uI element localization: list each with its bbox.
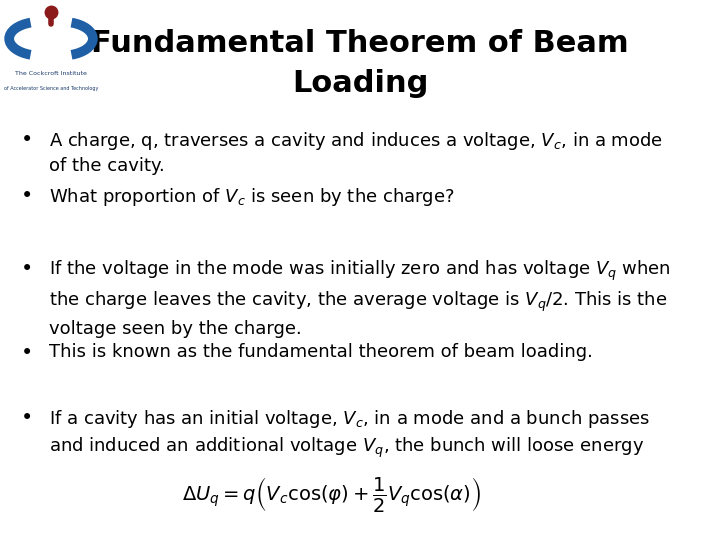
Text: •: • <box>21 186 34 206</box>
Text: •: • <box>21 408 34 428</box>
Text: A charge, q, traverses a cavity and induces a voltage, $V_c$, in a mode
of the c: A charge, q, traverses a cavity and indu… <box>49 130 663 175</box>
Text: This is known as the fundamental theorem of beam loading.: This is known as the fundamental theorem… <box>49 343 593 361</box>
Text: of Accelerator Science and Technology: of Accelerator Science and Technology <box>4 86 98 91</box>
Text: •: • <box>21 259 34 279</box>
Text: If the voltage in the mode was initially zero and has voltage $V_q$ when
the cha: If the voltage in the mode was initially… <box>49 259 671 338</box>
Text: If a cavity has an initial voltage, $V_c$, in a mode and a bunch passes
and indu: If a cavity has an initial voltage, $V_c… <box>49 408 650 461</box>
Text: The Cockcroft Institute: The Cockcroft Institute <box>15 71 87 76</box>
Text: •: • <box>21 130 34 150</box>
Text: Loading: Loading <box>292 69 428 98</box>
Text: •: • <box>21 343 34 363</box>
Text: Fundamental Theorem of Beam: Fundamental Theorem of Beam <box>91 29 629 58</box>
Text: $\Delta U_q = q\left( V_c \cos(\varphi)+\dfrac{1}{2}V_q \cos(\alpha) \right)$: $\Delta U_q = q\left( V_c \cos(\varphi)+… <box>181 475 481 514</box>
Text: What proportion of $V_c$ is seen by the charge?: What proportion of $V_c$ is seen by the … <box>49 186 455 208</box>
